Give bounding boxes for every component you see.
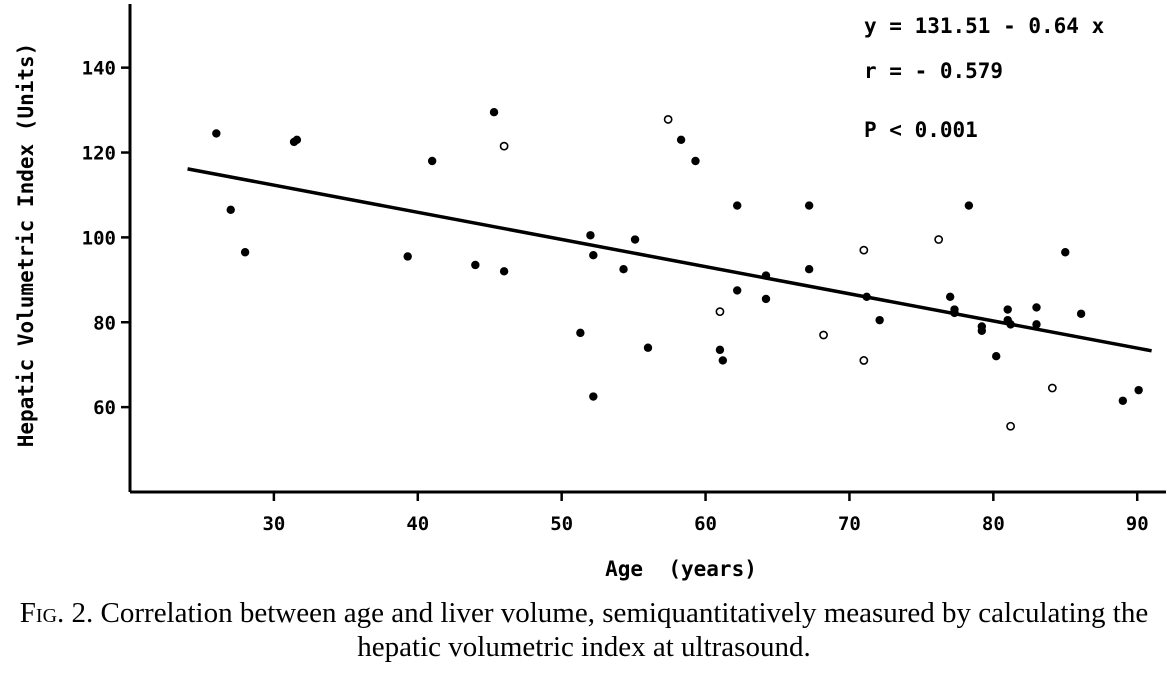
caption-text: Correlation between age and liver volume… — [100, 597, 1149, 663]
figure-caption: Fig. 2. Correlation between age and live… — [0, 596, 1168, 664]
axis-ticks — [121, 66, 1139, 501]
x-tick-label: 30 — [262, 513, 285, 535]
data-point — [1032, 303, 1041, 312]
data-point — [589, 251, 598, 260]
x-tick-label: 70 — [838, 513, 861, 535]
tick-labels: 30 40 50 60 70 80 90 60 80 100 120 140 — [82, 58, 1149, 535]
data-point — [403, 252, 412, 261]
data-point — [950, 308, 959, 318]
data-point — [1118, 396, 1128, 405]
p-value: P < 0.001 — [864, 118, 978, 142]
data-point-open — [1047, 383, 1057, 393]
data-point — [1032, 320, 1041, 329]
y-tick-label: 100 — [82, 227, 116, 249]
data-point — [964, 201, 974, 210]
data-point-open — [859, 356, 869, 365]
figure-label: Fig — [19, 597, 58, 629]
data-point — [761, 271, 771, 280]
data-point-open — [715, 307, 725, 317]
correlation-coefficient: r = - 0.579 — [864, 59, 1003, 83]
data-point — [715, 345, 725, 355]
data-point — [718, 356, 728, 365]
data-point-open — [499, 141, 509, 151]
y-tick-label: 140 — [82, 58, 116, 80]
data-point — [586, 231, 595, 240]
y-axis-title: Hepatic Volumetric Index (Units) — [14, 43, 38, 448]
y-tick-label: 120 — [82, 143, 116, 165]
data-point-open — [663, 115, 673, 124]
x-tick-label: 60 — [694, 513, 717, 535]
figure-number: . 2. — [57, 597, 94, 629]
data-point — [733, 286, 742, 295]
data-point — [862, 292, 871, 301]
data-point — [691, 156, 700, 166]
data-point — [992, 352, 1001, 361]
data-point — [292, 135, 302, 144]
data-point-open — [859, 245, 869, 255]
data-point — [643, 343, 653, 352]
data-point — [804, 201, 814, 210]
data-point — [499, 267, 509, 276]
data-point-open — [819, 330, 828, 340]
data-point — [619, 265, 628, 274]
data-point — [1134, 385, 1143, 395]
data-point — [576, 328, 585, 338]
regression-line — [187, 167, 1152, 353]
data-point — [630, 235, 640, 244]
data-point — [1006, 320, 1015, 329]
data-point — [240, 248, 250, 257]
x-tick-label: 50 — [550, 513, 573, 535]
y-tick-label: 60 — [93, 397, 116, 419]
x-tick-label: 80 — [982, 513, 1005, 535]
data-point — [804, 265, 814, 274]
x-tick-label: 40 — [406, 513, 429, 535]
y-tick-label: 80 — [93, 312, 116, 334]
data-point — [676, 135, 686, 144]
data-point — [1003, 305, 1012, 314]
data-point — [1061, 248, 1070, 257]
data-points — [212, 108, 1143, 431]
data-point-open — [1006, 421, 1015, 431]
data-point — [945, 292, 955, 301]
data-point — [427, 156, 437, 166]
data-point-open — [934, 235, 944, 244]
data-point — [212, 129, 221, 138]
data-point — [589, 392, 598, 401]
data-point — [489, 108, 499, 117]
data-point — [226, 205, 235, 215]
data-point — [471, 260, 480, 270]
data-point — [733, 201, 742, 210]
data-point — [1076, 309, 1086, 318]
x-tick-label: 90 — [1126, 513, 1149, 535]
regression-equation: y = 131.51 - 0.64 x — [864, 14, 1105, 38]
x-axis-title: Age (years) — [605, 557, 757, 581]
data-point — [761, 294, 771, 304]
data-point — [977, 326, 987, 335]
data-point — [875, 315, 884, 325]
